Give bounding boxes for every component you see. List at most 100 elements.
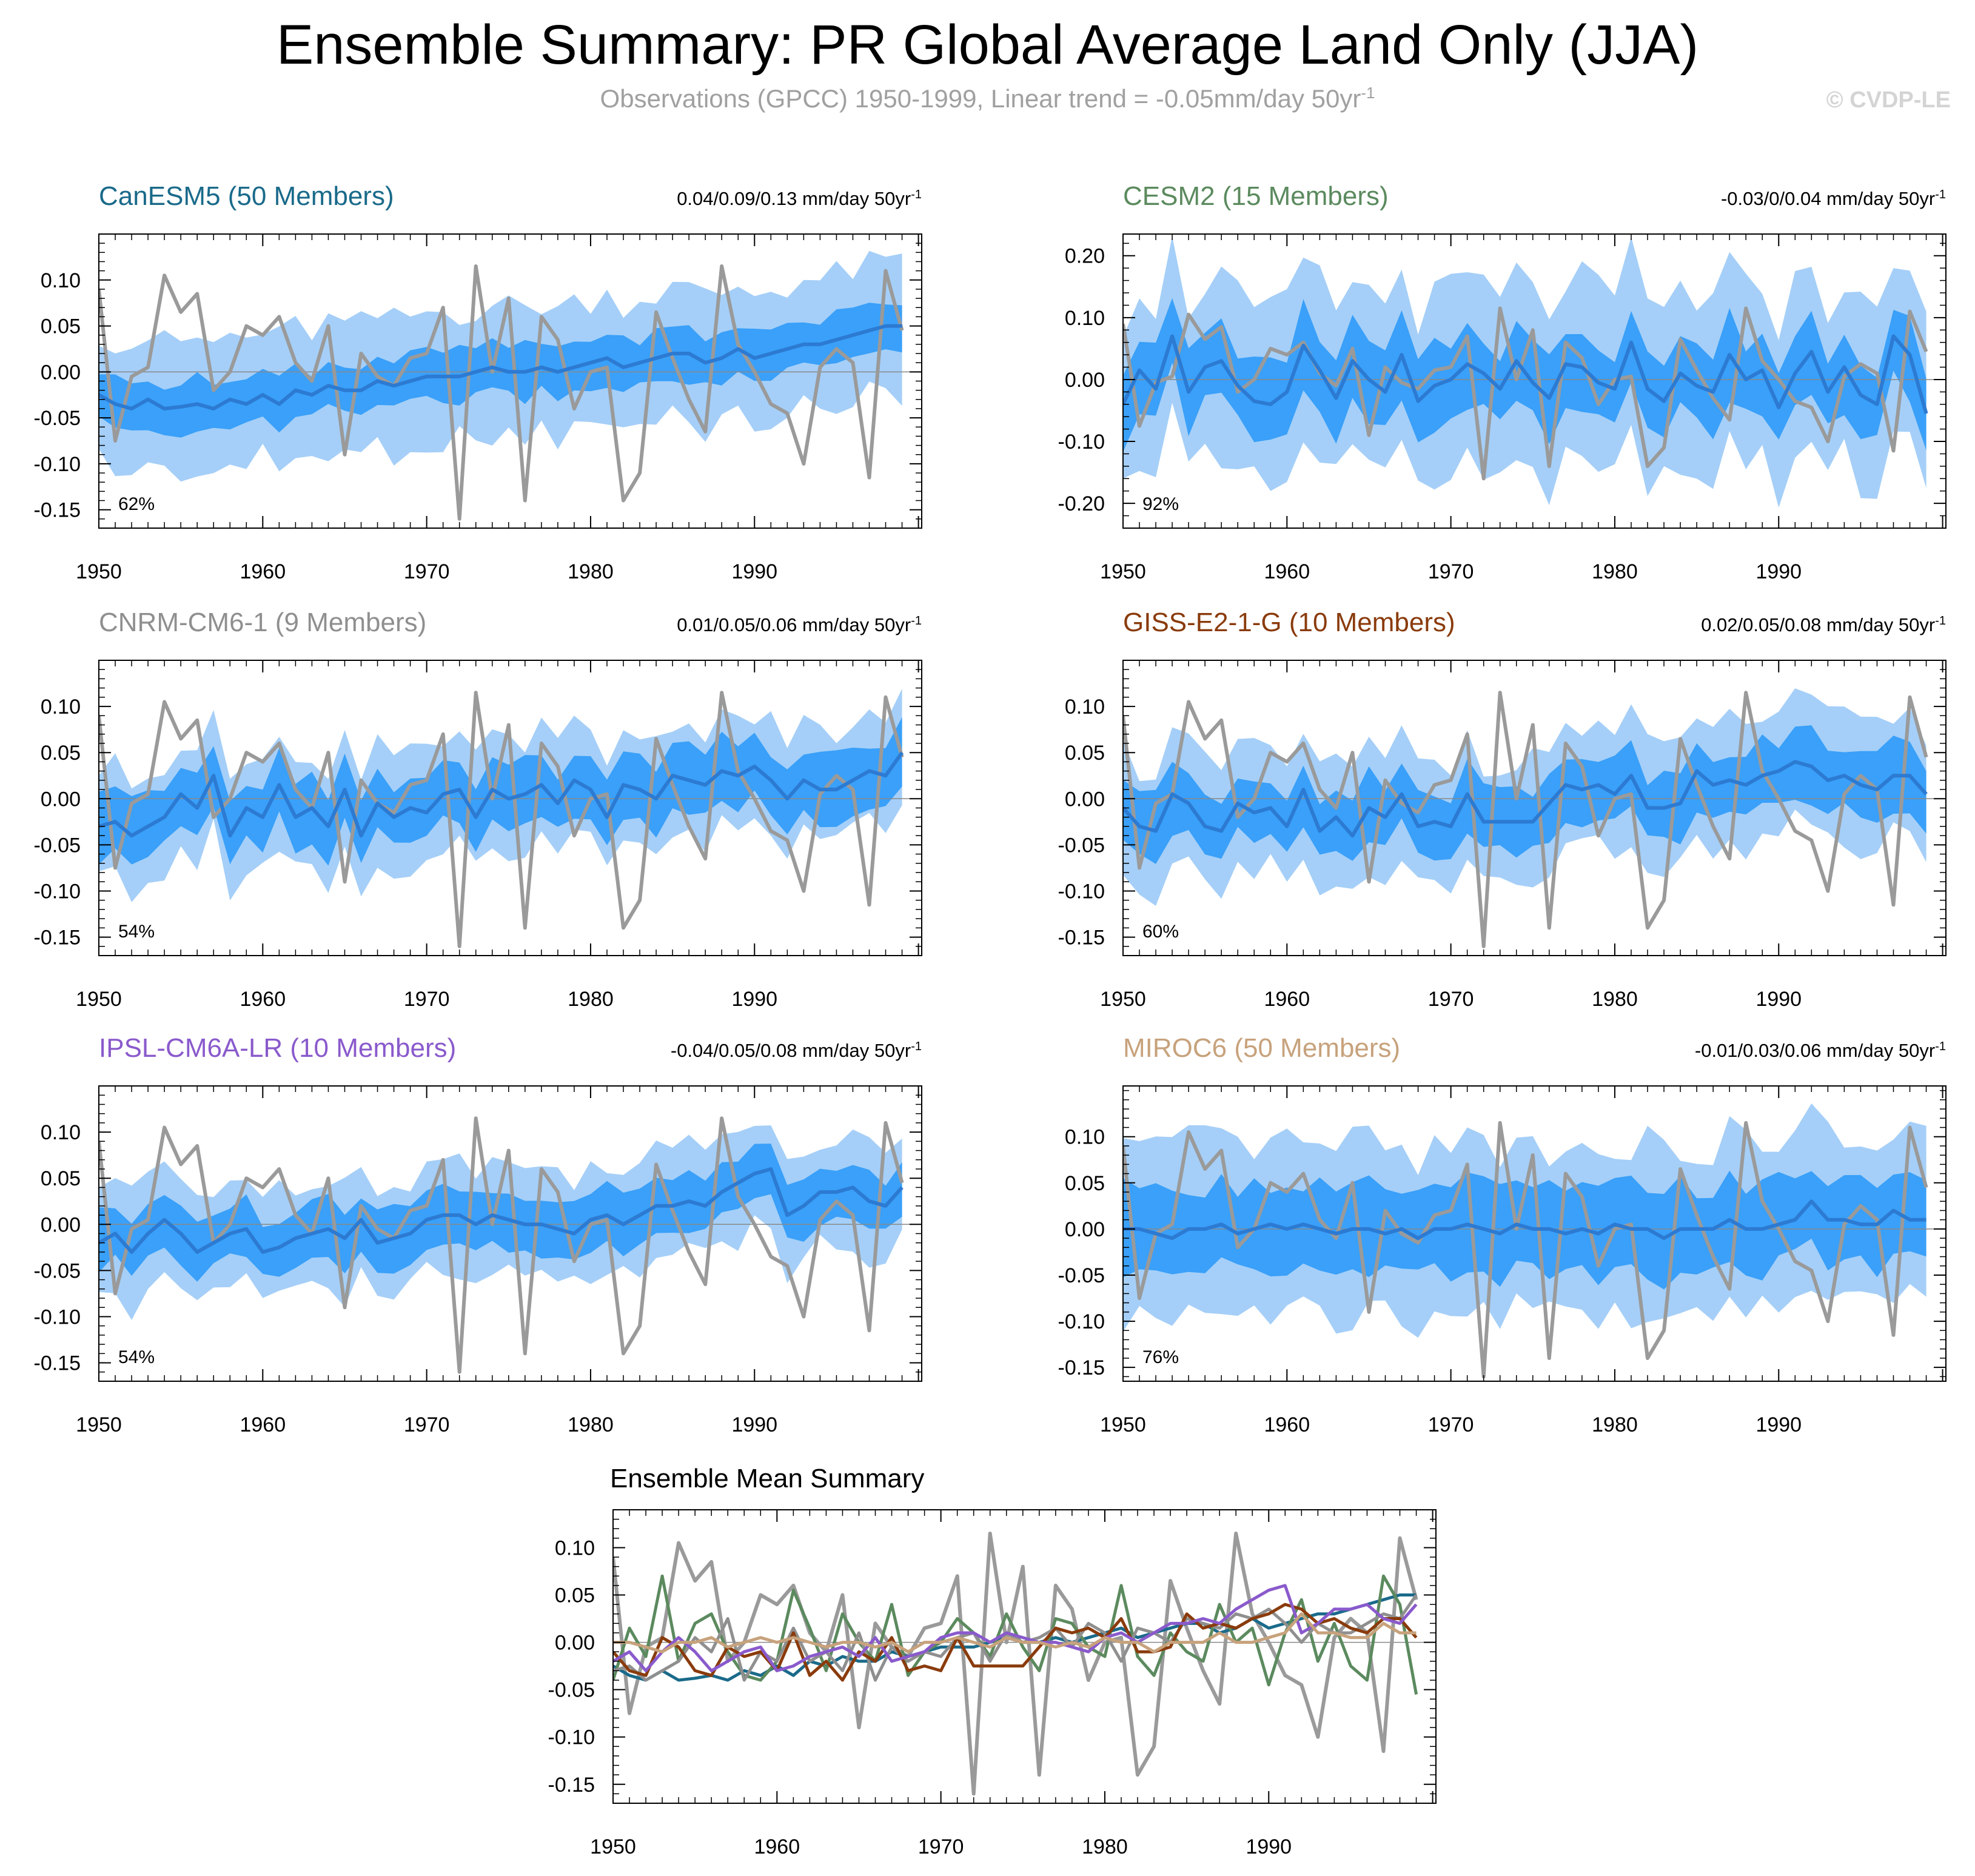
y-tick-label: -0.10 bbox=[34, 453, 81, 476]
y-tick-label: -0.05 bbox=[1058, 1264, 1105, 1287]
y-tick-label: 0.05 bbox=[41, 1167, 81, 1190]
panel-ipsl: -0.15 -0.10 -0.05 0.00 0.05 0.10 1950 1960 1970 1… bbox=[34, 1033, 922, 1436]
plot-area bbox=[613, 1532, 1436, 1796]
y-tick-label: 0.05 bbox=[41, 742, 81, 765]
panel-title: CNRM-CM6-1 (9 Members) bbox=[99, 608, 426, 637]
trend-label: 0.01/0.05/0.06 mm/day 50yr-1 bbox=[677, 614, 922, 635]
percent-label: 92% bbox=[1142, 494, 1179, 514]
y-tick-label: 0.05 bbox=[1065, 1172, 1105, 1195]
plot-frame bbox=[1122, 233, 1946, 529]
x-tick-label: 1950 bbox=[1100, 560, 1146, 583]
y-tick-label: -0.15 bbox=[34, 1352, 81, 1375]
y-tick-label: 0.10 bbox=[1065, 695, 1105, 719]
x-tick-label: 1960 bbox=[754, 1835, 800, 1858]
y-tick-label: -0.05 bbox=[34, 834, 81, 857]
trend-label: -0.01/0.03/0.06 mm/day 50yr-1 bbox=[1695, 1040, 1946, 1061]
y-tick-label: -0.10 bbox=[1058, 430, 1105, 454]
x-tick-label: 1970 bbox=[404, 988, 450, 1011]
panel-miroc6: -0.15 -0.10 -0.05 0.00 0.05 0.10 1950 1960 1970 1… bbox=[1058, 1033, 1946, 1436]
x-tick-label: 1980 bbox=[568, 560, 614, 583]
trend-label: -0.03/0/0.04 mm/day 50yr-1 bbox=[1721, 188, 1946, 209]
y-tick-label: 0.10 bbox=[41, 1121, 81, 1144]
y-tick-label: 0.05 bbox=[1065, 742, 1105, 765]
x-tick-label: 1990 bbox=[1755, 1413, 1802, 1436]
observations-line bbox=[99, 264, 904, 521]
panel-cnrm: -0.15 -0.10 -0.05 0.00 0.05 0.10 1950 1960 1970 1… bbox=[34, 608, 922, 1011]
observations-subtitle-exponent: -1 bbox=[1361, 84, 1375, 102]
x-tick-label: 1990 bbox=[731, 988, 777, 1011]
x-tick-label: 1960 bbox=[1264, 560, 1310, 583]
y-tick-label: -0.15 bbox=[34, 926, 81, 950]
x-tick-label: 1970 bbox=[1428, 988, 1474, 1011]
x-tick-label: 1970 bbox=[1428, 1413, 1474, 1436]
y-tick-label: -0.05 bbox=[548, 1679, 595, 1702]
ensemble-mean-line bbox=[1123, 1199, 1926, 1241]
y-tick-label: 0.00 bbox=[41, 1213, 81, 1236]
y-tick-label: -0.10 bbox=[1058, 1310, 1105, 1333]
plot-area bbox=[1123, 1103, 1946, 1379]
page-header: Ensemble Summary: PR Global Average Land… bbox=[0, 0, 1975, 152]
x-tick-label: 1950 bbox=[1100, 1413, 1146, 1436]
x-tick-label: 1970 bbox=[404, 560, 450, 583]
percent-label: 76% bbox=[1142, 1347, 1179, 1367]
series-line-ipsl-cm6a-lr bbox=[613, 1584, 1418, 1672]
y-tick-label: 0.00 bbox=[1065, 1218, 1105, 1241]
panel-summary: -0.15 -0.10 -0.05 0.00 0.05 0.10 1950 1960 1970 1… bbox=[548, 1464, 1437, 1858]
percent-label: 62% bbox=[118, 494, 155, 514]
x-tick-label: 1990 bbox=[1755, 560, 1802, 583]
trend-label: 0.02/0.05/0.08 mm/day 50yr-1 bbox=[1701, 614, 1946, 635]
x-tick-label: 1950 bbox=[590, 1835, 636, 1858]
observations-line bbox=[613, 1532, 1418, 1796]
x-tick-label: 1970 bbox=[404, 1413, 450, 1436]
inner-spread-band bbox=[99, 717, 902, 866]
observations-subtitle-text: Observations (GPCC) 1950-1999, Linear tr… bbox=[600, 84, 1361, 113]
y-tick-label: -0.10 bbox=[34, 1305, 81, 1328]
inner-spread-band bbox=[1123, 298, 1926, 452]
x-tick-label: 1990 bbox=[1755, 988, 1802, 1011]
x-tick-label: 1980 bbox=[1082, 1835, 1128, 1858]
ensemble-mean-line bbox=[99, 324, 902, 410]
y-tick-label: 0.20 bbox=[1065, 245, 1105, 268]
percent-label: 60% bbox=[1142, 922, 1179, 942]
x-tick-label: 1960 bbox=[240, 560, 286, 583]
observations-line bbox=[99, 1116, 904, 1374]
panel-title: IPSL-CM6A-LR (10 Members) bbox=[99, 1033, 456, 1063]
x-tick-label: 1950 bbox=[1100, 988, 1146, 1011]
observations-line bbox=[1123, 306, 1928, 481]
page-title: Ensemble Summary: PR Global Average Land… bbox=[276, 14, 1699, 76]
y-tick-label: -0.10 bbox=[548, 1726, 595, 1749]
y-tick-label: 0.10 bbox=[555, 1536, 595, 1559]
plot-area bbox=[1123, 688, 1946, 948]
ensemble-mean-line bbox=[1123, 760, 1928, 838]
inner-spread-band bbox=[99, 1144, 902, 1282]
y-tick-label: 0.10 bbox=[41, 695, 81, 719]
ensemble-mean-line bbox=[1123, 334, 1928, 414]
copyright-label: © CVDP-LE bbox=[1826, 87, 1951, 113]
y-tick-label: -0.15 bbox=[1058, 926, 1105, 950]
x-tick-label: 1980 bbox=[1592, 988, 1638, 1011]
y-tick-label: -0.05 bbox=[34, 407, 81, 430]
y-tick-label: 0.05 bbox=[555, 1584, 595, 1607]
x-tick-label: 1960 bbox=[1264, 1413, 1310, 1436]
x-tick-label: 1970 bbox=[1428, 560, 1474, 583]
x-tick-label: 1990 bbox=[1246, 1835, 1292, 1858]
observations-line bbox=[99, 691, 904, 948]
panel-title: Ensemble Mean Summary bbox=[610, 1464, 924, 1493]
x-tick-label: 1990 bbox=[731, 560, 777, 583]
inner-spread-band bbox=[1123, 1170, 1926, 1290]
y-tick-label: -0.15 bbox=[1058, 1356, 1105, 1379]
percent-label: 54% bbox=[118, 922, 155, 942]
x-tick-label: 1980 bbox=[1592, 560, 1638, 583]
y-tick-label: -0.10 bbox=[34, 880, 81, 903]
y-tick-label: -0.05 bbox=[34, 1259, 81, 1282]
y-tick-label: -0.15 bbox=[548, 1774, 595, 1797]
observations-line bbox=[1123, 691, 1928, 948]
panel-canesm5: -0.15 -0.10 -0.05 0.00 0.05 0.10 1950 1960 1970 1… bbox=[34, 181, 922, 583]
y-tick-label: 0.10 bbox=[41, 269, 81, 292]
panel-title: MIROC6 (50 Members) bbox=[1123, 1033, 1400, 1063]
y-tick-label: 0.05 bbox=[41, 315, 81, 338]
percent-label: 54% bbox=[118, 1347, 155, 1367]
y-tick-label: 0.00 bbox=[1065, 788, 1105, 811]
y-tick-label: 0.00 bbox=[41, 788, 81, 811]
